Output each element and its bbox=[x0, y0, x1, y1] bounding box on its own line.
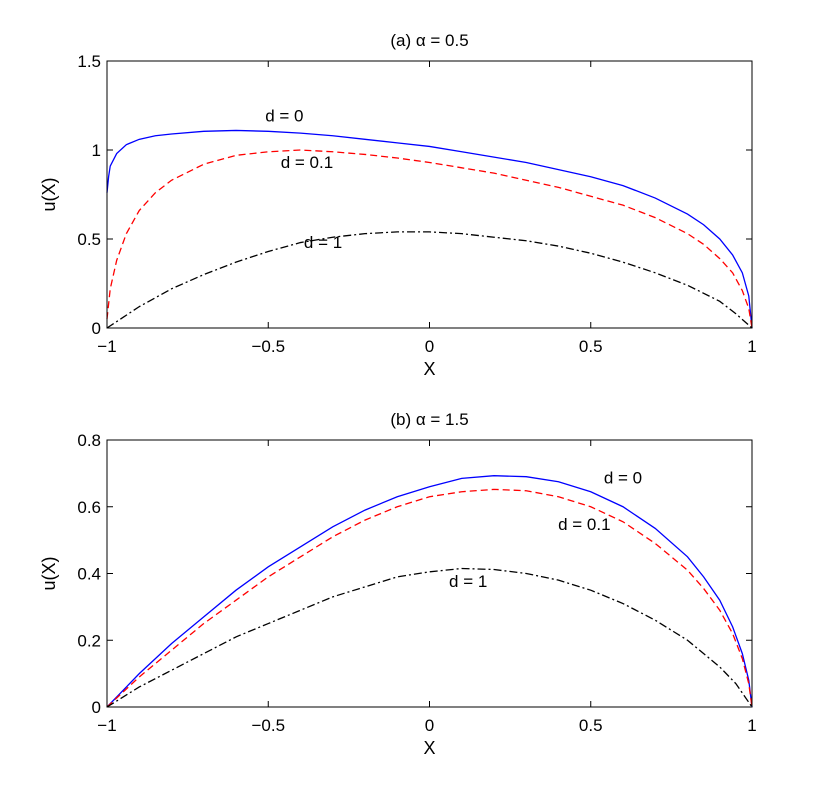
x-tick-label: −1 bbox=[97, 716, 116, 735]
series-line-solid bbox=[106, 475, 753, 708]
y-axis-label: u(X) bbox=[39, 556, 59, 590]
x-tick-label: 0 bbox=[425, 716, 434, 735]
x-tick-label: 1 bbox=[747, 337, 756, 356]
x-tick-label: −0.5 bbox=[251, 716, 285, 735]
x-tick-label: −0.5 bbox=[251, 337, 285, 356]
panel-a: −1 −0.5 0 0.5 1 0 0.5 1 1.5 (a) α = 0.5 Xu(X) d = 0… bbox=[39, 31, 757, 379]
y-axis-label: u(X) bbox=[39, 177, 59, 211]
plot-frame bbox=[106, 439, 753, 708]
curve-annotation: d = 1 bbox=[304, 233, 342, 252]
curve-annotation: d = 0.1 bbox=[281, 153, 333, 172]
series-line-dashed bbox=[106, 149, 753, 329]
chart-title: (b) α = 1.5 bbox=[390, 410, 468, 429]
y-tick-label: 0.6 bbox=[77, 498, 101, 517]
y-tick-label: 0.4 bbox=[77, 565, 101, 584]
curve-annotation: d = 1 bbox=[449, 572, 487, 591]
series-line-solid bbox=[106, 129, 753, 329]
y-tick-label: 0 bbox=[92, 319, 101, 338]
series-line-dashed bbox=[106, 488, 753, 708]
x-tick-label: −1 bbox=[97, 337, 116, 356]
series-line-dashdot bbox=[106, 567, 753, 708]
curve-annotation: d = 0 bbox=[604, 468, 642, 487]
series-line-dashdot bbox=[106, 231, 753, 329]
x-tick-label: 0 bbox=[425, 337, 434, 356]
panel-b: −1 −0.5 0 0.5 1 0 0.2 0.4 0.6 0.8 (b) α = 1.5 Xu(X)… bbox=[39, 410, 757, 758]
curve-annotation: d = 0.1 bbox=[558, 515, 610, 534]
curve-annotation: d = 0 bbox=[265, 107, 303, 126]
y-tick-label: 0 bbox=[92, 698, 101, 717]
x-axis-label: X bbox=[423, 738, 435, 758]
y-tick-label: 1.5 bbox=[77, 52, 101, 71]
x-tick-label: 0.5 bbox=[579, 716, 603, 735]
y-tick-label: 0.8 bbox=[77, 431, 101, 450]
x-tick-label: 0.5 bbox=[579, 337, 603, 356]
plot-frame bbox=[106, 60, 753, 329]
chart-title: (a) α = 0.5 bbox=[390, 31, 468, 50]
y-tick-label: 0.5 bbox=[77, 230, 101, 249]
x-tick-label: 1 bbox=[747, 716, 756, 735]
y-tick-label: 0.2 bbox=[77, 631, 101, 650]
x-axis-label: X bbox=[423, 359, 435, 379]
y-tick-label: 1 bbox=[92, 141, 101, 160]
